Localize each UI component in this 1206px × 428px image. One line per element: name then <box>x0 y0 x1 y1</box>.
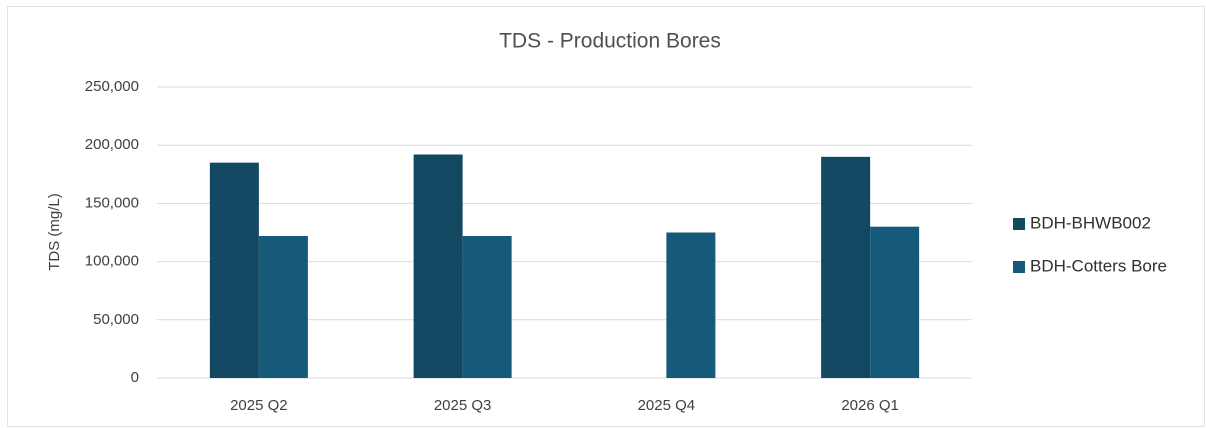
legend-swatch <box>1013 261 1025 273</box>
chart-title: TDS - Production Bores <box>499 30 721 53</box>
legend-swatch <box>1013 218 1025 230</box>
y-tick-label: 100,000 <box>85 253 139 270</box>
bar <box>258 235 308 378</box>
x-tick-label: 2026 Q1 <box>841 397 899 414</box>
legend: BDH-BHWB002 BDH-Cotters Bore <box>1013 213 1167 275</box>
legend-label: BDH-Cotters Bore <box>1030 256 1167 275</box>
y-axis-label: TDS (mg/L) <box>46 193 63 271</box>
x-tick-label: 2025 Q2 <box>230 397 288 414</box>
y-tick-label: 0 <box>131 369 139 386</box>
y-tick-label: 50,000 <box>93 311 139 328</box>
bar <box>209 162 259 378</box>
y-tick-label: 250,000 <box>85 78 139 95</box>
y-tick-label: 150,000 <box>85 194 139 211</box>
legend-label: BDH-BHWB002 <box>1030 213 1151 232</box>
chart-frame <box>7 6 1205 427</box>
bar <box>821 156 871 378</box>
bar <box>462 235 512 378</box>
x-tick-label: 2025 Q4 <box>638 397 696 414</box>
y-tick-label: 200,000 <box>85 136 139 153</box>
bar <box>870 226 920 378</box>
x-tick-label: 2025 Q3 <box>434 397 492 414</box>
bar <box>666 232 716 378</box>
bar <box>413 154 463 378</box>
